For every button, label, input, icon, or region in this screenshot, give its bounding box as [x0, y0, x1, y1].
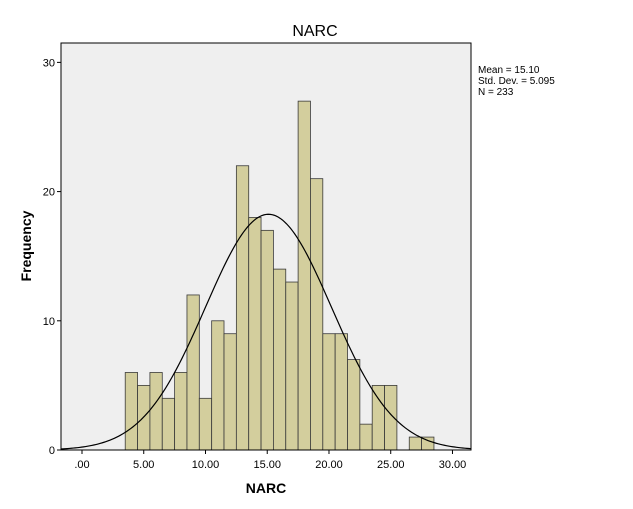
y-tick-label: 0 [49, 445, 55, 457]
histogram-bar [260, 229, 274, 451]
histogram-bar [273, 268, 287, 451]
histogram-bar [248, 217, 262, 451]
histogram-bar [285, 281, 299, 451]
y-tick-label: 30 [43, 57, 55, 69]
histogram-bar [149, 372, 163, 451]
stat-mean: Mean = 15.10 [478, 65, 540, 76]
y-tick-label: 20 [43, 187, 55, 199]
histogram-bar [384, 384, 398, 451]
histogram-bar [223, 333, 237, 451]
y-tick-label: 10 [43, 316, 55, 328]
histogram-bar [198, 397, 213, 451]
x-tick-label: 15.00 [253, 459, 281, 471]
histogram-bar [408, 436, 423, 451]
x-tick-label: .00 [74, 459, 89, 471]
histogram-bar [174, 372, 188, 451]
histogram-bar [124, 372, 138, 451]
x-tick-label: 25.00 [377, 459, 405, 471]
y-axis-title: Frequency [18, 210, 34, 281]
x-tick-label: 20.00 [315, 459, 343, 471]
histogram-bar [359, 423, 373, 451]
x-tick-label: 30.00 [439, 459, 467, 471]
histogram-bar [310, 178, 324, 451]
histogram-bar [297, 100, 311, 451]
histogram-bar [322, 333, 336, 451]
stat-n: N = 233 [478, 87, 514, 98]
histogram-bar [371, 384, 385, 451]
x-tick-label: 10.00 [192, 459, 220, 471]
histogram-bar [235, 165, 250, 451]
histogram-bar [186, 294, 200, 451]
chart-title: NARC [292, 23, 337, 40]
x-axis-title: NARC [246, 480, 286, 496]
x-tick-label: 5.00 [133, 459, 154, 471]
histogram-bar [161, 397, 176, 451]
histogram-bar [211, 320, 225, 451]
stat-std-dev: Std. Dev. = 5.095 [478, 76, 555, 87]
normal-curve [60, 213, 472, 450]
histogram-bar [347, 359, 361, 451]
histogram-bar [334, 333, 348, 451]
